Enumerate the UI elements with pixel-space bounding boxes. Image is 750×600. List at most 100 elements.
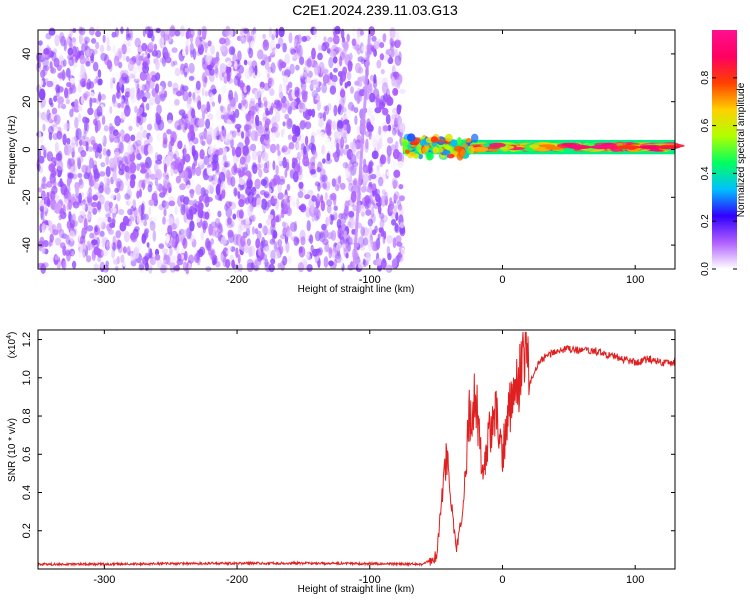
spectrogram-cell xyxy=(269,238,276,245)
spectrogram-cell xyxy=(363,173,370,184)
spectrogram-cell xyxy=(237,254,241,264)
spectrogram-cell xyxy=(231,146,236,157)
spectrogram-cell xyxy=(43,204,48,212)
spectrogram-cell xyxy=(312,78,320,89)
spectrogram-cell xyxy=(241,131,245,139)
spectrogram-cell xyxy=(201,25,208,38)
spectrogram-cell xyxy=(56,222,62,233)
spectrogram-cell xyxy=(139,219,145,227)
spectrogram-cell xyxy=(111,249,115,259)
spectrogram-cell xyxy=(100,52,108,62)
spectrogram-cell xyxy=(336,236,340,244)
spectrogram-cell xyxy=(277,192,284,200)
spectrogram-cell xyxy=(124,104,131,117)
spectrogram-cell xyxy=(205,118,211,129)
spectrogram-cell xyxy=(333,104,338,117)
spectrogram-cell xyxy=(124,94,128,105)
spectrogram-cell xyxy=(201,140,206,146)
spectrogram-cell xyxy=(311,195,317,202)
spectrogram-cell xyxy=(263,133,270,141)
spectrogram-cell xyxy=(291,134,298,143)
spectrogram-cell xyxy=(185,39,190,50)
spectrogram-cell xyxy=(124,193,131,200)
spectrogram-cell xyxy=(356,48,361,55)
spectrogram-cell xyxy=(254,90,261,99)
spectrogram-cell xyxy=(335,47,342,53)
spectrogram-cell xyxy=(126,245,131,256)
spectrogram-cell xyxy=(154,248,160,256)
spectrogram-cell xyxy=(78,200,84,206)
spectrogram-cell xyxy=(244,163,249,171)
spectrogram-cell xyxy=(68,158,75,167)
spectrogram-cell xyxy=(394,222,399,232)
spectrogram-cell xyxy=(82,243,87,252)
spectrogram-cell xyxy=(117,156,123,166)
spectrogram-cell xyxy=(177,140,183,150)
spectrogram-cell xyxy=(277,239,283,247)
spectrogram-cell xyxy=(373,203,380,209)
spectrogram-cell xyxy=(260,198,268,210)
spectrogram-cell xyxy=(133,78,140,84)
spectrogram-cell xyxy=(53,114,61,125)
spectrogram-x-label: Height of straight line (km) xyxy=(298,284,415,295)
spectrogram-cell xyxy=(338,103,342,112)
spectrogram-cell xyxy=(322,43,327,52)
spectrogram-cell xyxy=(92,61,99,72)
spectrogram-cell xyxy=(326,204,332,214)
spectrogram-cell xyxy=(85,255,92,263)
spectrogram-cell xyxy=(320,194,324,204)
spectrogram-cell xyxy=(222,247,229,257)
spectrogram-cell xyxy=(198,199,203,211)
spectrogram-cell xyxy=(361,45,369,53)
spectrogram-cell xyxy=(188,28,195,38)
spectrogram-cell xyxy=(345,237,349,249)
spectrogram-cell xyxy=(151,215,157,222)
spectrogram-cell xyxy=(213,127,220,137)
spectrogram-cell xyxy=(48,163,55,173)
spectrogram-cell xyxy=(101,237,106,248)
spectrogram-cell xyxy=(345,252,349,259)
spectrogram-cell xyxy=(296,197,300,210)
spectrogram-cell xyxy=(310,156,316,167)
spectrogram-cell xyxy=(263,39,268,48)
colorbar-tick-label: 0.4 xyxy=(700,166,711,180)
spectrogram-cell xyxy=(307,109,313,117)
spectrogram-cell xyxy=(360,211,365,217)
spectrogram-cell xyxy=(97,69,102,78)
spectrogram-cell xyxy=(248,47,254,59)
spectrogram-cell xyxy=(188,261,192,273)
spectrogram-cell xyxy=(57,96,64,105)
spectrogram-cell xyxy=(162,216,166,225)
spectrogram-cell xyxy=(172,82,179,92)
spectrogram-cell xyxy=(179,228,185,236)
y-tick-label: 0 xyxy=(21,146,33,152)
spectrogram-cell xyxy=(141,112,147,118)
spectrogram-cell xyxy=(81,192,85,198)
spectrogram-cell xyxy=(269,143,277,154)
spectrogram-cell xyxy=(185,45,189,56)
spectrogram-cell xyxy=(376,59,382,69)
spectrogram-cell xyxy=(234,93,239,103)
spectrogram-cell xyxy=(206,132,213,140)
spectrogram-cell xyxy=(75,138,79,147)
spectrogram-cell xyxy=(132,141,139,150)
spectrogram-cell xyxy=(352,204,358,212)
spectrogram-cell xyxy=(223,160,231,168)
spectrogram-cell xyxy=(254,228,259,235)
spectrogram-cell xyxy=(109,106,113,115)
spectrogram-cell xyxy=(148,199,155,206)
spectrogram-cell xyxy=(199,135,204,145)
spectrogram-cell xyxy=(234,60,238,70)
spectrogram-cell xyxy=(85,49,93,57)
spectrogram-cell xyxy=(160,86,165,95)
spectrogram-cell xyxy=(74,117,79,129)
spectrogram-cell xyxy=(345,144,350,150)
spectrogram-cell xyxy=(281,145,288,153)
spectrogram-cell xyxy=(343,119,350,125)
spectrogram-cell xyxy=(192,48,197,60)
spectrogram-cell xyxy=(80,78,87,88)
spectrogram-cell xyxy=(128,125,133,131)
spectrogram-cell xyxy=(365,130,371,137)
spectrogram-cell xyxy=(164,201,170,210)
spectrogram-cell xyxy=(139,125,144,132)
